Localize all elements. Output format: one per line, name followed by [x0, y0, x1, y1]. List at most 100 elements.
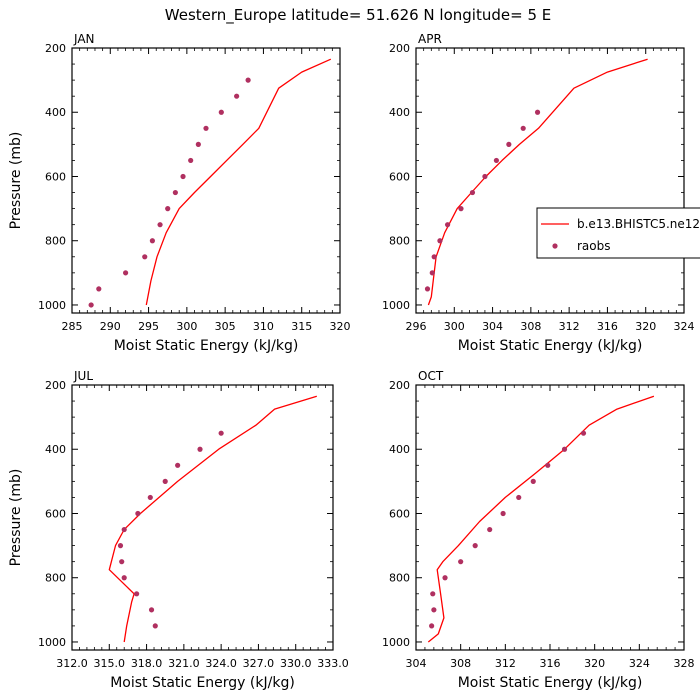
y-tick-label: 200	[45, 42, 66, 55]
panel-jul: JUL 312.0 315.0 318.0 321.0 324.0 327.0 330.0 33…	[8, 369, 349, 691]
raobs-point	[203, 125, 209, 131]
x-tick-label: 304	[406, 657, 427, 670]
raobs-point	[157, 222, 163, 228]
y-tick-label: 600	[45, 507, 66, 520]
y-tick-label: 200	[389, 42, 410, 55]
x-tick-label: 312	[495, 657, 516, 670]
raobs-point	[135, 510, 141, 517]
panels: JAN 285 290 295 300 305 310 315 320 200 400 600 800 1…	[8, 32, 695, 691]
x-tick-label: 333.0	[317, 657, 349, 670]
raobs-point	[195, 141, 201, 147]
raobs-point	[148, 607, 155, 613]
raobs-point	[437, 238, 443, 244]
x-tick-label: 305	[215, 320, 236, 333]
legend-label: raobs	[577, 239, 611, 253]
x-tick-label: 290	[100, 320, 121, 333]
plot-data	[427, 395, 655, 643]
y-tick-label: 600	[389, 507, 410, 520]
y-tick-label: 400	[389, 443, 410, 456]
raobs-point	[429, 623, 435, 629]
raobs-point	[431, 254, 437, 260]
x-tick-label: 320	[635, 320, 656, 333]
y-tick-label: 200	[389, 379, 410, 392]
panel-oct: OCT 304 308 312 316 320 324 328 200 400 600 800 1000…	[382, 369, 695, 691]
x-axis-label: Moist Static Energy (kJ/kg)	[458, 675, 643, 691]
y-tick-label: 800	[389, 235, 410, 248]
raobs-point	[96, 286, 102, 292]
x-tick-label: 316	[597, 320, 618, 333]
panel-label: JAN	[73, 32, 95, 46]
panel-label: OCT	[418, 369, 444, 383]
raobs-point	[142, 254, 148, 260]
y-tick-label: 400	[45, 106, 66, 119]
x-tick-label: 296	[406, 320, 427, 333]
raobs-point	[172, 189, 178, 196]
x-tick-label: 316	[540, 657, 561, 670]
x-axis-label: Moist Static Energy (kJ/kg)	[458, 338, 643, 354]
legend-label: b.e13.BHISTC5.ne120_t12.cesm-ihesp-hires…	[577, 217, 700, 231]
x-tick-label: 300	[176, 320, 197, 333]
raobs-point	[580, 430, 587, 436]
raobs-point	[506, 141, 512, 147]
y-tick-label: 600	[45, 170, 66, 183]
raobs-point	[444, 222, 451, 228]
y-tick-label: 400	[389, 106, 410, 119]
x-tick-label: 328	[674, 657, 695, 670]
raobs-point	[245, 77, 251, 83]
raobs-point	[482, 173, 488, 180]
raobs-point	[188, 157, 194, 164]
x-tick-label: 324	[629, 657, 650, 670]
raobs-point	[218, 430, 224, 436]
x-tick-label: 320	[330, 320, 351, 333]
raobs-point	[545, 462, 551, 468]
raobs-point	[147, 494, 153, 501]
x-tick-label: 327.0	[243, 657, 275, 670]
legend: b.e13.BHISTC5.ne120_t12.cesm-ihesp-hires…	[536, 207, 700, 259]
x-tick-label: 304	[482, 320, 503, 333]
x-tick-label: 320	[584, 657, 605, 670]
panel-jan: JAN 285 290 295 300 305 310 315 320 200 400 600 800 1…	[8, 32, 351, 354]
plot-frame	[71, 47, 341, 314]
y-tick-label: 400	[45, 443, 66, 456]
raobs-point	[121, 575, 127, 581]
plot-data	[88, 58, 332, 308]
raobs-point	[119, 559, 125, 565]
x-tick-label: 318.0	[131, 657, 163, 670]
raobs-point	[117, 543, 124, 549]
x-tick-label: 312	[559, 320, 580, 333]
raobs-point	[500, 510, 506, 517]
raobs-point	[218, 109, 224, 115]
x-tick-label: 330.0	[280, 657, 312, 670]
x-tick-label: 324.0	[205, 657, 237, 670]
plot-frame	[415, 47, 685, 314]
x-tick-label: 324	[674, 320, 695, 333]
raobs-point	[493, 157, 499, 164]
raobs-point	[458, 559, 464, 565]
plot-data	[424, 58, 648, 306]
raobs-point	[487, 526, 493, 533]
x-tick-label: 315.0	[94, 657, 126, 670]
raobs-point	[180, 173, 186, 180]
panel-apr: APR 296 300 304 308 312 316 320 324 200 400 600 800 1…	[382, 32, 695, 354]
raobs-point	[530, 478, 536, 484]
y-tick-label: 600	[389, 170, 410, 183]
raobs-point	[429, 270, 435, 276]
y-axis-label: Pressure (mb)	[8, 469, 24, 567]
x-tick-label: 310	[253, 320, 274, 333]
panel-label: JUL	[73, 369, 93, 383]
y-tick-label: 800	[45, 572, 66, 585]
raobs-point	[516, 494, 522, 501]
raobs-point	[472, 543, 478, 549]
raobs-point	[520, 125, 526, 131]
x-tick-label: 308	[450, 657, 471, 670]
raobs-point	[424, 286, 431, 292]
raobs-point	[442, 575, 448, 581]
raobs-point	[430, 591, 436, 597]
model-series-line	[145, 58, 332, 306]
model-series-line	[427, 395, 655, 643]
raobs-point	[197, 446, 203, 452]
raobs-point	[561, 446, 568, 452]
raobs-point	[469, 189, 476, 196]
raobs-point	[121, 526, 127, 533]
y-tick-label: 1000	[38, 636, 66, 649]
